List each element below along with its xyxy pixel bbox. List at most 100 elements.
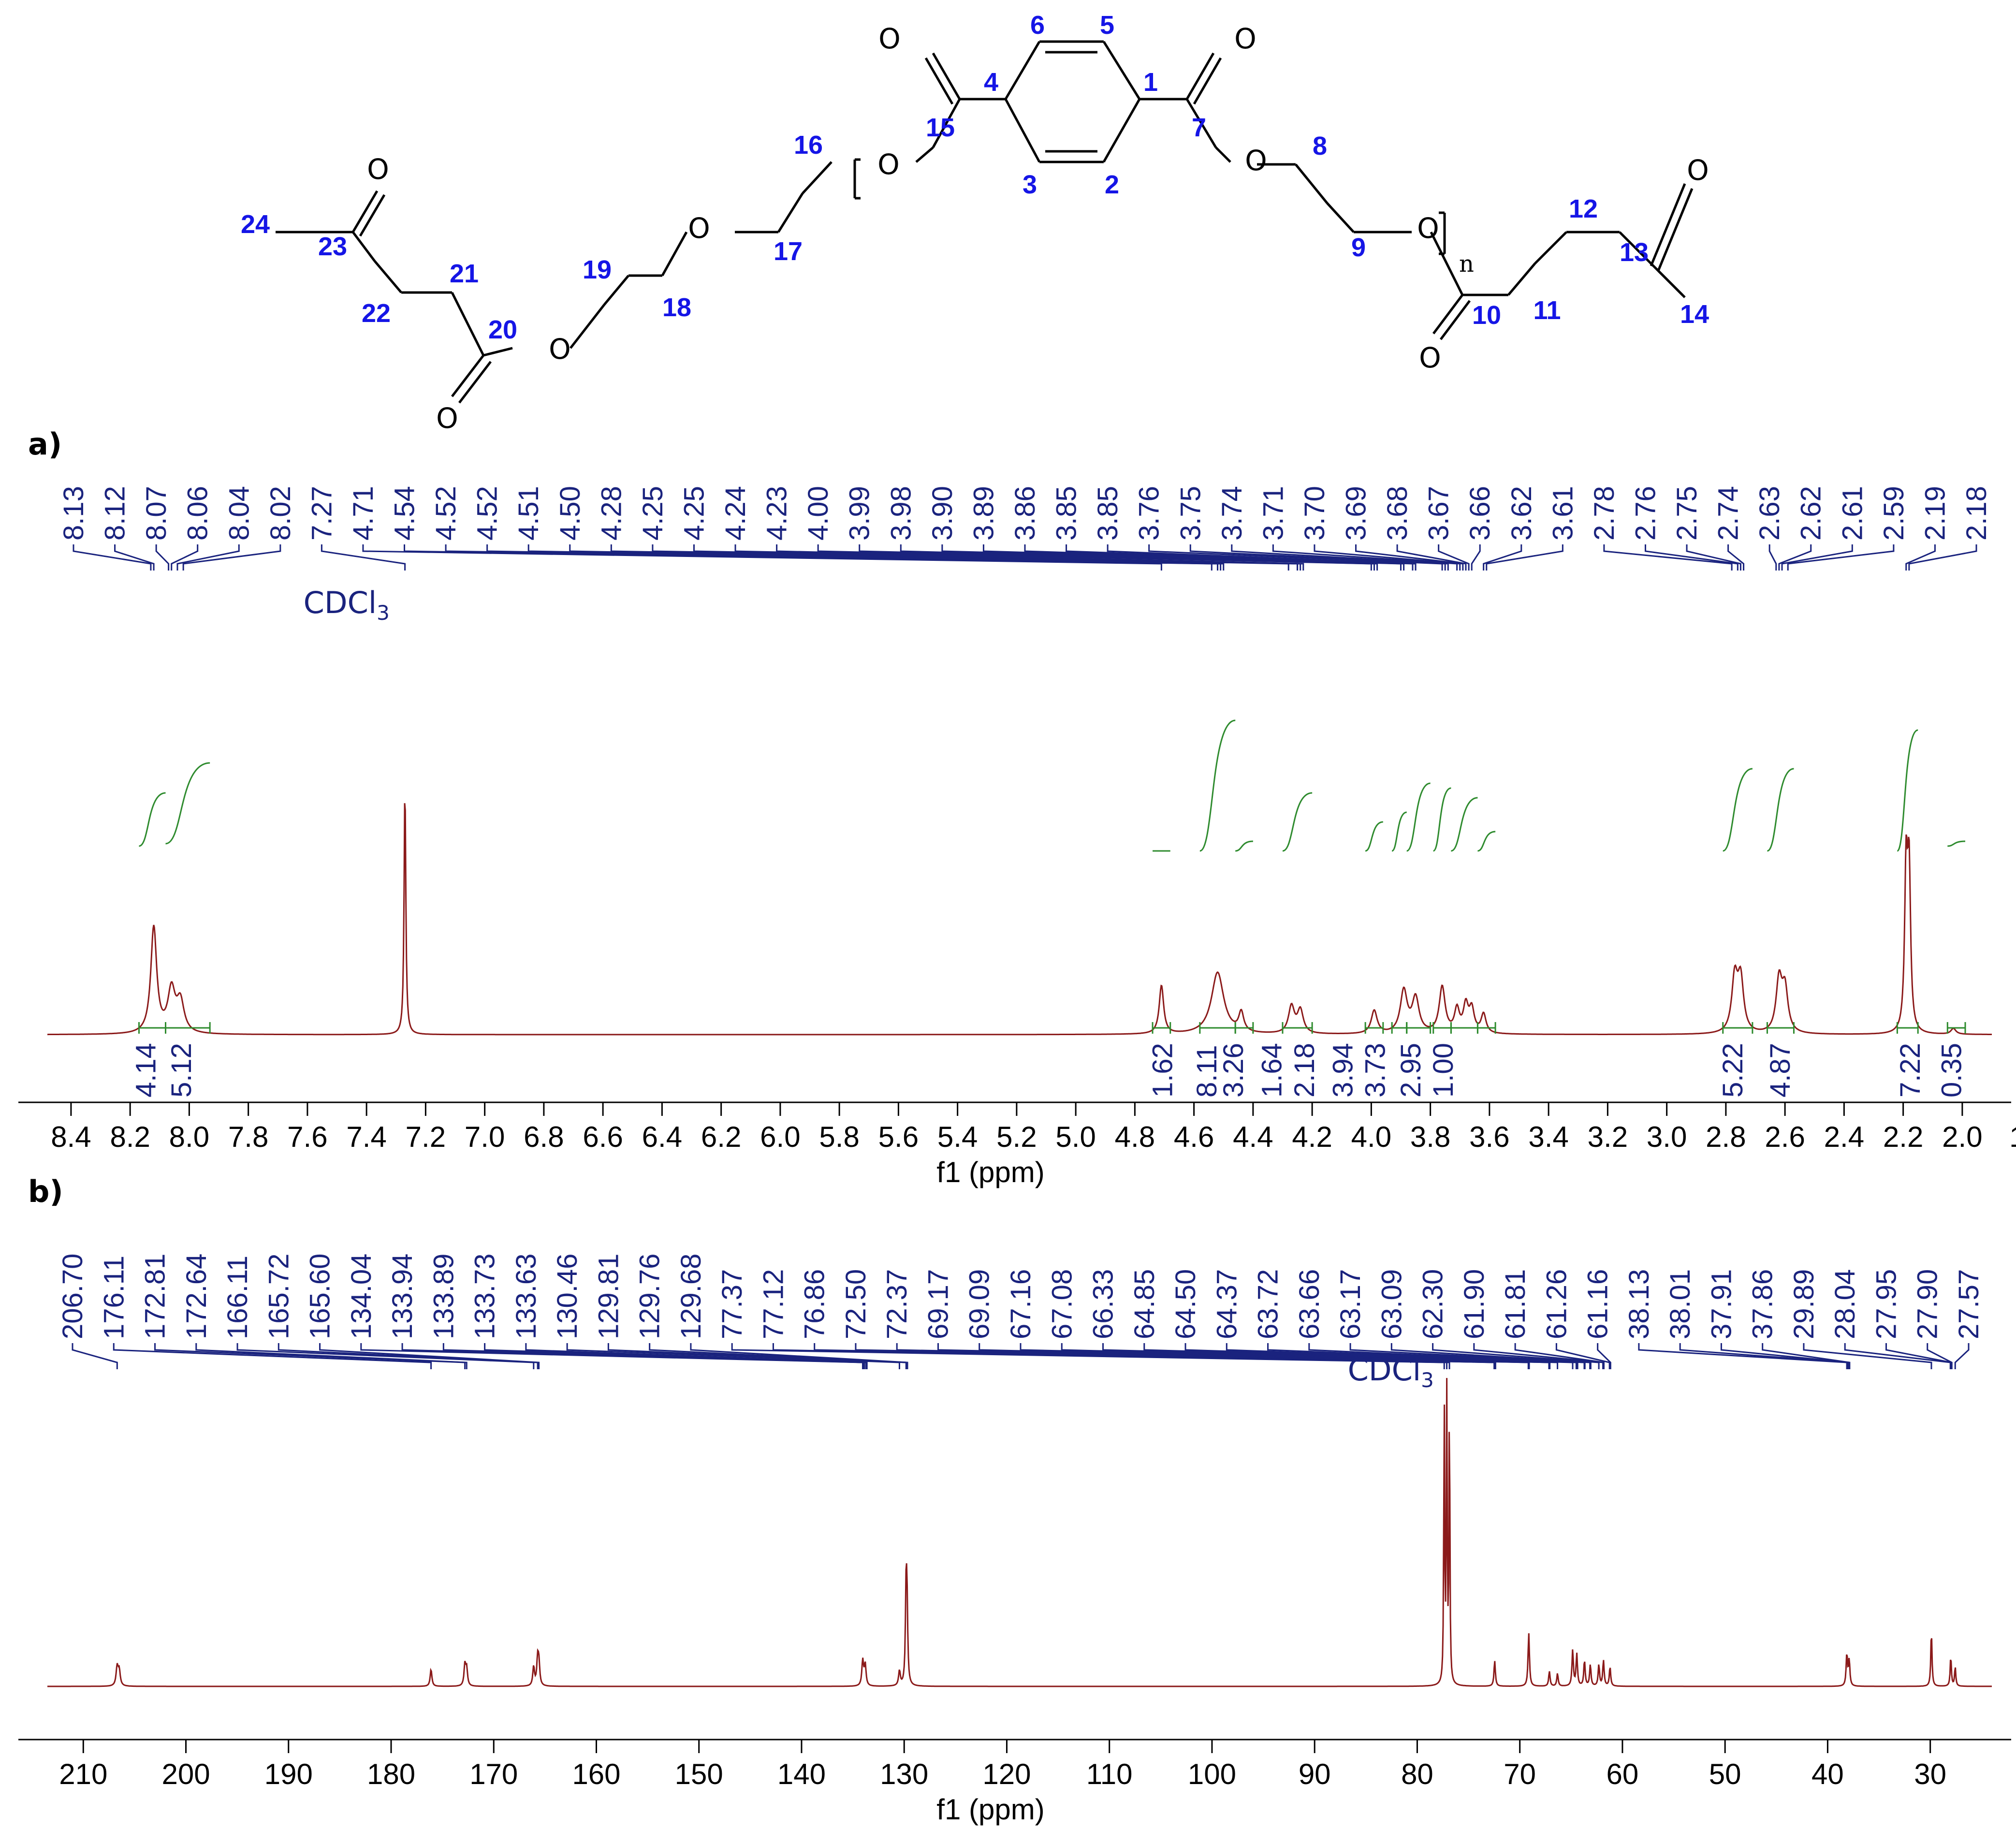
bond-line: [1657, 188, 1694, 271]
peak-shift-label: 8.04: [223, 486, 255, 541]
x-tick-label: 100: [1188, 1758, 1236, 1790]
peak-shift-label: 63.17: [1335, 1269, 1366, 1339]
x-tick-label: 3.8: [1410, 1121, 1450, 1153]
integral-value-label: 1.64: [1256, 1043, 1288, 1098]
solvent-label: CDCl3: [304, 585, 390, 625]
bond-line: [458, 361, 492, 404]
bond-line: [1102, 41, 1141, 100]
x-tick-label: 6.4: [642, 1121, 682, 1153]
x-tick-label: 5.0: [1055, 1121, 1096, 1153]
peak-shift-label: 77.12: [758, 1269, 789, 1339]
integral-value-label: 3.26: [1218, 1043, 1249, 1098]
x-tick-label: 7.4: [346, 1121, 386, 1153]
peak-shift-label: 63.66: [1294, 1269, 1325, 1339]
integral-curve: [1723, 768, 1753, 852]
x-tick-label: 7.8: [228, 1121, 268, 1153]
peak-shift-label: 64.85: [1129, 1269, 1160, 1339]
peak-leader-line: [1905, 544, 1936, 571]
x-tick-label: 5.4: [937, 1121, 978, 1153]
integral-value-label: 2.95: [1395, 1043, 1427, 1098]
peak-shift-label: 64.37: [1211, 1269, 1242, 1339]
atom-number-label: 18: [662, 293, 691, 322]
peak-shift-label: 72.50: [840, 1269, 872, 1339]
peak-shift-label: 3.68: [1382, 486, 1413, 541]
peak-shift-label: 2.59: [1878, 486, 1910, 541]
bond-line: [1432, 294, 1463, 335]
bond-line: [1650, 183, 1686, 266]
panel-b-label: b): [28, 1174, 63, 1209]
peak-leader-line: [73, 544, 152, 571]
peak-shift-label: 27.90: [1912, 1269, 1943, 1339]
peak-leader-line: [484, 1343, 867, 1369]
atom-number-label: 22: [362, 299, 391, 328]
peak-leader-line: [1308, 1343, 1586, 1369]
atom-number-label: 6: [1030, 11, 1045, 40]
x-tick-label: 4.8: [1115, 1121, 1155, 1153]
peak-shift-label: 133.73: [469, 1254, 501, 1339]
peak-leader-line: [896, 1343, 1496, 1369]
atom-number-label: 2: [1105, 170, 1119, 199]
peak-shift-label: 2.76: [1630, 486, 1661, 541]
bond-line: [777, 192, 804, 233]
peak-leader-line: [1555, 1343, 1610, 1369]
peak-leader-line: [1226, 1343, 1578, 1369]
oxygen-atom-label: O: [367, 153, 389, 186]
x-tick-label: 1.: [2009, 1121, 2016, 1153]
x-tick-label: 110: [1086, 1758, 1133, 1790]
x-tick-label: 180: [367, 1758, 415, 1790]
x-axis-title: f1 (ppm): [936, 1793, 1044, 1826]
peak-leader-line: [1396, 544, 1467, 571]
atom-number-label: 21: [450, 259, 479, 288]
peak-leader-line: [195, 1343, 467, 1369]
peak-shift-label: 3.89: [968, 486, 999, 541]
peak-shift-label: 3.67: [1423, 486, 1455, 541]
peak-leader-line: [1390, 1343, 1592, 1369]
peak-shift-label: 3.86: [1009, 486, 1041, 541]
peak-shift-label: 76.86: [799, 1269, 831, 1339]
x-tick-label: 3.6: [1469, 1121, 1509, 1153]
bond-line: [1430, 231, 1464, 296]
bond-line: [1193, 57, 1222, 105]
peak-shift-label: 129.68: [675, 1254, 707, 1339]
atom-number-label: 3: [1023, 170, 1037, 199]
peak-shift-label: 3.85: [1051, 486, 1082, 541]
peak-leader-line: [114, 544, 155, 571]
atom-number-label: 11: [1533, 296, 1561, 325]
peak-shift-label: 64.50: [1170, 1269, 1201, 1339]
peak-shift-label: 3.74: [1216, 486, 1248, 541]
peak-shift-label: 165.72: [263, 1254, 294, 1339]
peak-shift-label: 27.57: [1953, 1269, 1985, 1339]
peak-shift-label: 134.04: [346, 1254, 377, 1339]
integral-value-label: 7.22: [1895, 1043, 1926, 1098]
peak-shift-label: 69.09: [964, 1269, 995, 1339]
x-tick-label: 2.2: [1883, 1121, 1923, 1153]
peak-shift-label: 7.27: [306, 486, 337, 541]
peak-shift-label: 3.71: [1257, 486, 1289, 541]
x-tick-label: 130: [880, 1758, 928, 1790]
bond-line: [802, 161, 833, 194]
bond-line: [374, 260, 402, 293]
bond-line: [1102, 98, 1141, 163]
peak-leader-line: [321, 544, 406, 571]
peak-leader-line: [1787, 544, 1895, 571]
peak-leader-line: [236, 1343, 535, 1369]
peak-shift-label: 8.02: [265, 486, 296, 541]
peak-shift-label: 37.91: [1706, 1269, 1737, 1339]
peak-shift-label: 3.61: [1547, 486, 1578, 541]
x-tick-label: 6.8: [524, 1121, 564, 1153]
peak-shift-label: 3.76: [1134, 486, 1165, 541]
bond-line: [915, 146, 934, 163]
integral-curve: [1235, 840, 1253, 852]
peak-leader-line: [72, 1343, 118, 1369]
panel-a-integral-brackets: [138, 1022, 1966, 1034]
x-tick-label: 2.4: [1824, 1121, 1864, 1153]
integral-curve: [1406, 782, 1431, 852]
peak-shift-label: 3.85: [1092, 486, 1124, 541]
integral-curve: [1282, 792, 1313, 852]
peak-leader-line: [1908, 544, 1977, 571]
peak-leader-line: [982, 544, 1405, 571]
integral-value-label: 3.94: [1327, 1043, 1359, 1098]
peak-shift-label: 63.09: [1376, 1269, 1407, 1339]
peak-shift-label: 38.01: [1665, 1269, 1696, 1339]
